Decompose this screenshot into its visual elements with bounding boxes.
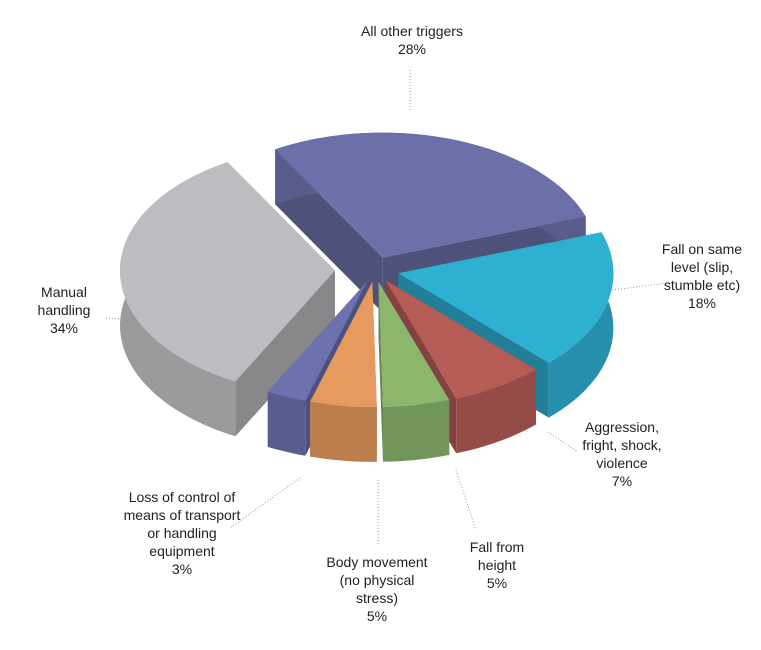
slice (267, 281, 368, 401)
slice (398, 232, 614, 363)
value-label: 5% (366, 608, 388, 624)
leader-line (455, 469, 477, 531)
slice (120, 162, 335, 382)
slice-label: Body movement (no physical stress) 5% (320, 553, 435, 625)
slice (385, 280, 536, 399)
slice (275, 132, 586, 258)
slice-label: Loss of control of means of transport or… (120, 488, 245, 578)
category-name: All other triggers (361, 23, 463, 39)
slice (310, 281, 377, 407)
slice-side (378, 281, 383, 462)
value-label: 18% (687, 295, 717, 311)
category-name: Fall on same level (slip, stumble etc) (661, 241, 743, 293)
slice-side (383, 399, 450, 462)
slice-label: Fall from height 5% (462, 538, 532, 592)
value-label: 28% (397, 41, 427, 57)
value-label: 7% (611, 473, 633, 489)
value-label: 5% (486, 575, 508, 591)
value-label: 34% (49, 320, 79, 336)
leader-line (547, 431, 579, 453)
value-label: 3% (171, 561, 193, 577)
slice-label: Manual handling 34% (24, 283, 104, 337)
category-name: Aggression, fright, shock, violence (582, 419, 662, 471)
slice-label: Aggression, fright, shock, violence 7% (572, 418, 672, 490)
slice (378, 281, 450, 407)
category-name: Loss of control of means of transport or… (123, 489, 241, 559)
leader-line (103, 317, 135, 321)
slice-side (235, 270, 335, 437)
slice-side (548, 232, 614, 418)
category-name: Fall from height (469, 539, 525, 573)
slice-label: All other triggers 28% (332, 22, 492, 58)
slice-side (310, 401, 377, 462)
category-name: Body movement (no physical stress) (326, 554, 428, 606)
slice-label: Fall on same level (slip, stumble etc) 18… (647, 240, 757, 312)
slice-side (267, 391, 306, 456)
slice-side (456, 369, 536, 454)
category-name: Manual handling (37, 284, 91, 318)
